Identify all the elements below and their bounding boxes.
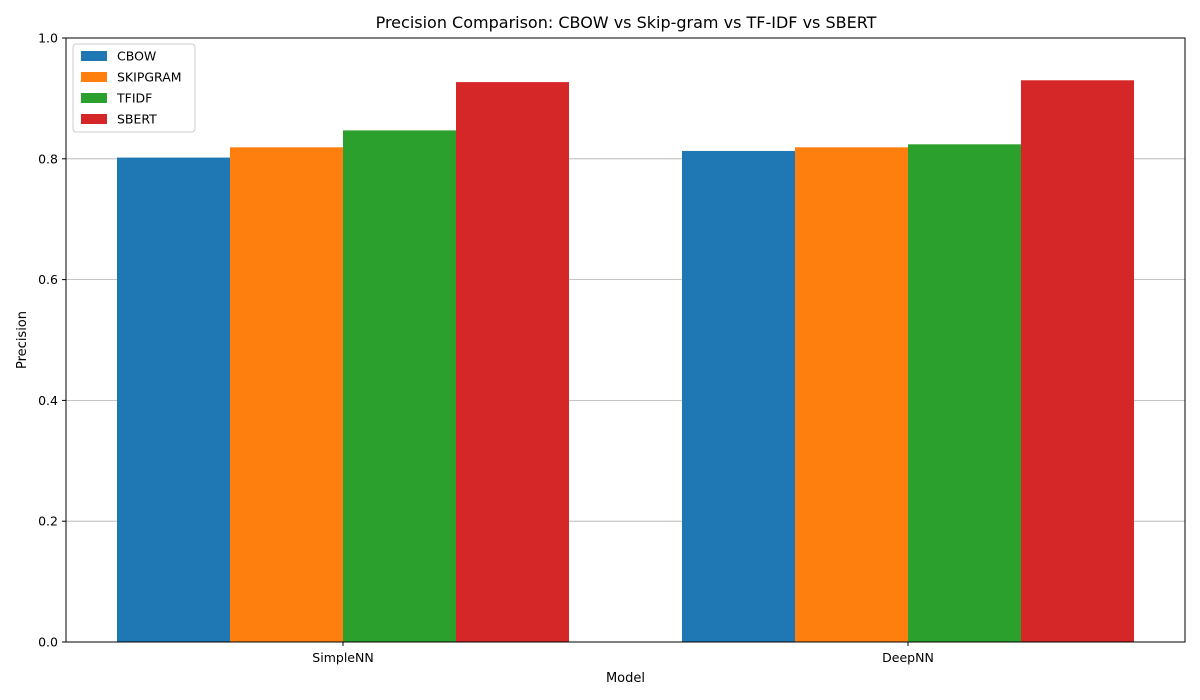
legend-box [72, 43, 196, 133]
y-tick-label: 0.0 [38, 635, 58, 650]
y-tick-label: 0.4 [38, 393, 58, 408]
legend-label-tfidf: TFIDF [116, 91, 152, 106]
y-tick-label: 0.6 [38, 272, 58, 287]
y-tick-label: 1.0 [38, 31, 58, 46]
axis-ticks: 0.0 0.2 0.4 0.6 0.8 1.0 SimpleNN DeepNN [38, 31, 934, 666]
bar-skipgram-simplenn [230, 147, 343, 642]
y-axis-label: Precision [15, 311, 30, 369]
legend-swatch-sbert [81, 114, 107, 124]
y-tick-label: 0.8 [38, 151, 58, 166]
legend-swatch-tfidf [81, 93, 107, 103]
bar-tfidf-simplenn [343, 130, 456, 643]
x-tick-label: DeepNN [882, 650, 934, 665]
bar-skipgram-deepnn [795, 147, 908, 642]
bar-tfidf-deepnn [908, 144, 1021, 642]
plot-area-frame [65, 37, 1186, 643]
legend-label-skipgram: SKIPGRAM [117, 70, 182, 85]
x-tick-label: SimpleNN [312, 650, 373, 665]
chart-title: Precision Comparison: CBOW vs Skip-gram … [376, 13, 877, 32]
bar-sbert-deepnn [1021, 80, 1134, 642]
bars [117, 80, 1134, 643]
legend-swatch-cbow [81, 51, 107, 61]
legend-label-cbow: CBOW [117, 49, 156, 64]
bar-cbow-deepnn [682, 150, 795, 642]
legend: CBOW SKIPGRAM TFIDF SBERT [72, 43, 196, 133]
bar-sbert-simplenn [456, 82, 569, 643]
legend-label-sbert: SBERT [117, 112, 157, 127]
y-tick-label: 0.2 [38, 514, 58, 529]
bar-cbow-simplenn [117, 157, 230, 643]
legend-swatch-skipgram [81, 72, 107, 82]
x-axis-label: Model [606, 671, 645, 686]
